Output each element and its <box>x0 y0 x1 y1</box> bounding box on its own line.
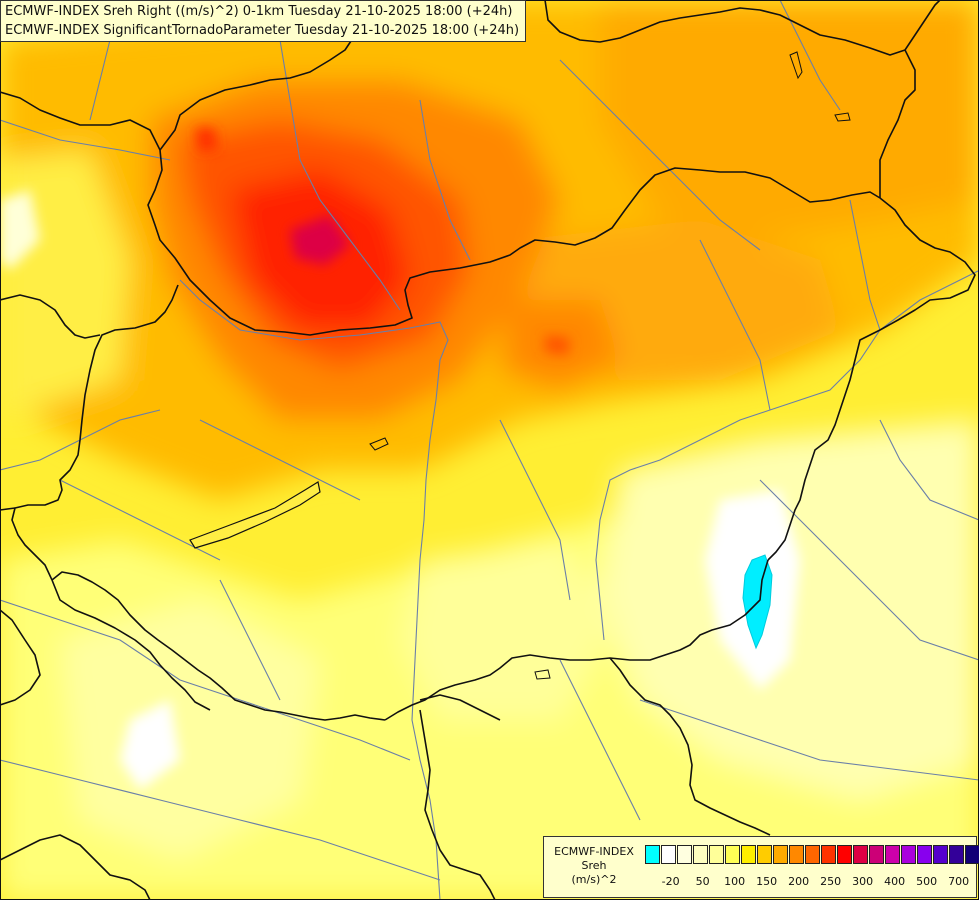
legend-swatch <box>645 845 660 864</box>
field-magenta-core <box>290 215 350 265</box>
legend-tick-label: 500 <box>916 875 938 888</box>
legend-swatch <box>917 845 932 864</box>
river-sava <box>0 759 441 881</box>
border-east-upper <box>879 49 916 198</box>
river-west-1 <box>59 479 221 561</box>
river-south-2 <box>639 699 979 781</box>
field-white-patch-sw <box>120 700 180 790</box>
legend-label-line-3: (m/s)^2 <box>571 873 617 886</box>
field-red-spot-e <box>545 335 570 355</box>
legend-tick-label: -20 <box>661 875 680 888</box>
border-south-east <box>384 559 769 721</box>
legend-label-line-1: ECMWF-INDEX <box>554 845 634 858</box>
legend-swatch <box>757 845 772 864</box>
legend-tick-label: 700 <box>948 875 970 888</box>
river-danube <box>179 279 449 900</box>
lake-balaton <box>189 481 321 549</box>
legend-tick-label: 100 <box>724 875 746 888</box>
lake-small-3 <box>834 112 851 122</box>
lake-small-2 <box>789 51 803 80</box>
legend-swatch <box>965 845 979 864</box>
legend-tick-label: 150 <box>756 875 778 888</box>
lake-small-4 <box>534 669 551 680</box>
border-south <box>609 657 771 836</box>
border-slovenia <box>0 609 41 706</box>
border-northeast <box>544 0 941 56</box>
field-pale-sw <box>60 600 320 860</box>
legend-swatch <box>901 845 916 864</box>
legend-swatch <box>709 845 724 864</box>
legend-tick-label: 300 <box>852 875 874 888</box>
legend-label-line-2: Sreh <box>581 859 607 872</box>
border-west-mid <box>0 507 16 511</box>
legend-swatch <box>933 845 948 864</box>
legend-swatch <box>693 845 708 864</box>
legend-label: ECMWF-INDEX Sreh (m/s)^2 <box>548 845 640 887</box>
field-pale-center <box>400 540 620 720</box>
color-legend: ECMWF-INDEX Sreh (m/s)^2 -20 50 100 150 200 2… <box>543 836 979 898</box>
river-northeast <box>559 59 761 251</box>
border-bottom-left <box>0 834 151 900</box>
legend-swatch <box>885 845 900 864</box>
border-west-top <box>0 294 101 339</box>
legend-swatch <box>773 845 788 864</box>
river-north-1 <box>279 39 401 311</box>
legend-swatch <box>677 845 692 864</box>
legend-tick-label: 50 <box>695 875 710 888</box>
legend-swatch <box>869 845 884 864</box>
river-south-1 <box>559 659 641 821</box>
river-central-1 <box>499 419 571 601</box>
river-drava <box>0 599 411 761</box>
field-red-spot-nw <box>195 128 218 152</box>
river-nw <box>0 119 171 161</box>
legend-swatch <box>949 845 964 864</box>
river-north-2 <box>419 99 471 261</box>
border-north <box>0 91 881 336</box>
legend-swatch <box>789 845 804 864</box>
legend-swatch <box>741 845 756 864</box>
river-east-2 <box>849 199 881 331</box>
river-southwest <box>219 579 281 701</box>
map-title-line-2: ECMWF-INDEX SignificantTornadoParameter … <box>5 23 520 38</box>
river-central-2 <box>199 419 361 501</box>
legend-ticks: -20 50 100 150 200 250 300 400 500 700 <box>645 875 975 889</box>
map-title-box: ECMWF-INDEX Sreh Right ((m/s)^2) 0-1km T… <box>0 0 526 42</box>
legend-tick-label: 400 <box>884 875 906 888</box>
border-southwest <box>51 571 386 721</box>
legend-swatch <box>725 845 740 864</box>
border-danube-serbia <box>419 694 501 721</box>
field-orange-ne <box>600 0 979 240</box>
legend-swatch <box>821 845 836 864</box>
border-bosnia <box>419 709 496 900</box>
map-title-line-1: ECMWF-INDEX Sreh Right ((m/s)^2) 0-1km T… <box>5 4 513 19</box>
river-eastern-edge <box>879 419 979 521</box>
legend-swatches <box>645 845 979 864</box>
border-west-lower <box>11 284 179 581</box>
border-croatia <box>51 579 211 711</box>
legend-swatch <box>661 845 676 864</box>
river-east-1 <box>699 239 771 411</box>
legend-swatch <box>853 845 868 864</box>
legend-swatch <box>805 845 820 864</box>
legend-swatch <box>837 845 852 864</box>
border-east <box>767 197 976 561</box>
river-tisza <box>595 269 979 641</box>
legend-tick-label: 200 <box>788 875 810 888</box>
legend-tick-label: 250 <box>820 875 842 888</box>
lake-small-1 <box>369 437 389 451</box>
field-white-patch-nw <box>0 190 40 270</box>
